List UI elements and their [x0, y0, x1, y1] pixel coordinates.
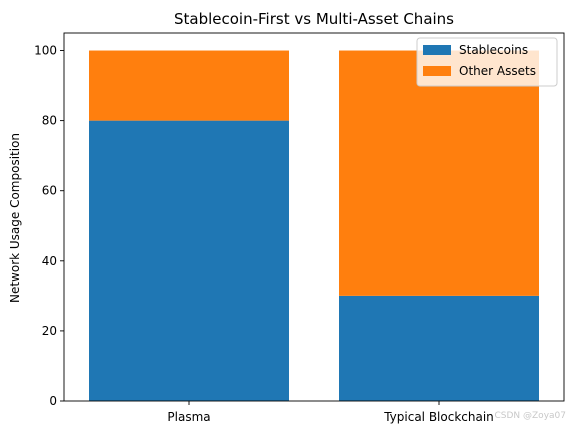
y-tick-label: 80	[42, 114, 57, 128]
y-axis-label: Network Usage Composition	[8, 133, 22, 303]
bar-other-assets-typical-blockchain	[339, 50, 539, 296]
x-tick-label: Typical Blockchain	[383, 410, 494, 424]
legend-box	[416, 37, 558, 87]
bars	[89, 50, 539, 401]
chart-title: Stablecoin-First vs Multi-Asset Chains	[174, 10, 454, 28]
y-tick-label: 20	[42, 324, 57, 338]
legend-swatch	[423, 66, 451, 76]
bar-stablecoins-typical-blockchain	[339, 295, 539, 401]
bar-other-assets-plasma	[89, 50, 289, 121]
y-tick-label: 40	[42, 254, 57, 268]
x-tick-label: Plasma	[167, 410, 210, 424]
y-tick-label: 0	[49, 394, 57, 408]
plot-frame	[63, 32, 565, 402]
legend-label: Stablecoins	[459, 43, 528, 57]
axes: 0 20 40 60 80 100 Plasma Typical Blockchain	[34, 32, 565, 424]
legend-swatch	[423, 45, 451, 55]
bar-stablecoins-plasma	[89, 120, 289, 401]
legend-label: Other Assets	[459, 64, 536, 78]
y-tick-label: 60	[42, 184, 57, 198]
legend: Stablecoins Other Assets	[416, 37, 558, 87]
y-tick-label: 100	[34, 44, 57, 58]
watermark: CSDN @Zoya07	[495, 411, 567, 421]
